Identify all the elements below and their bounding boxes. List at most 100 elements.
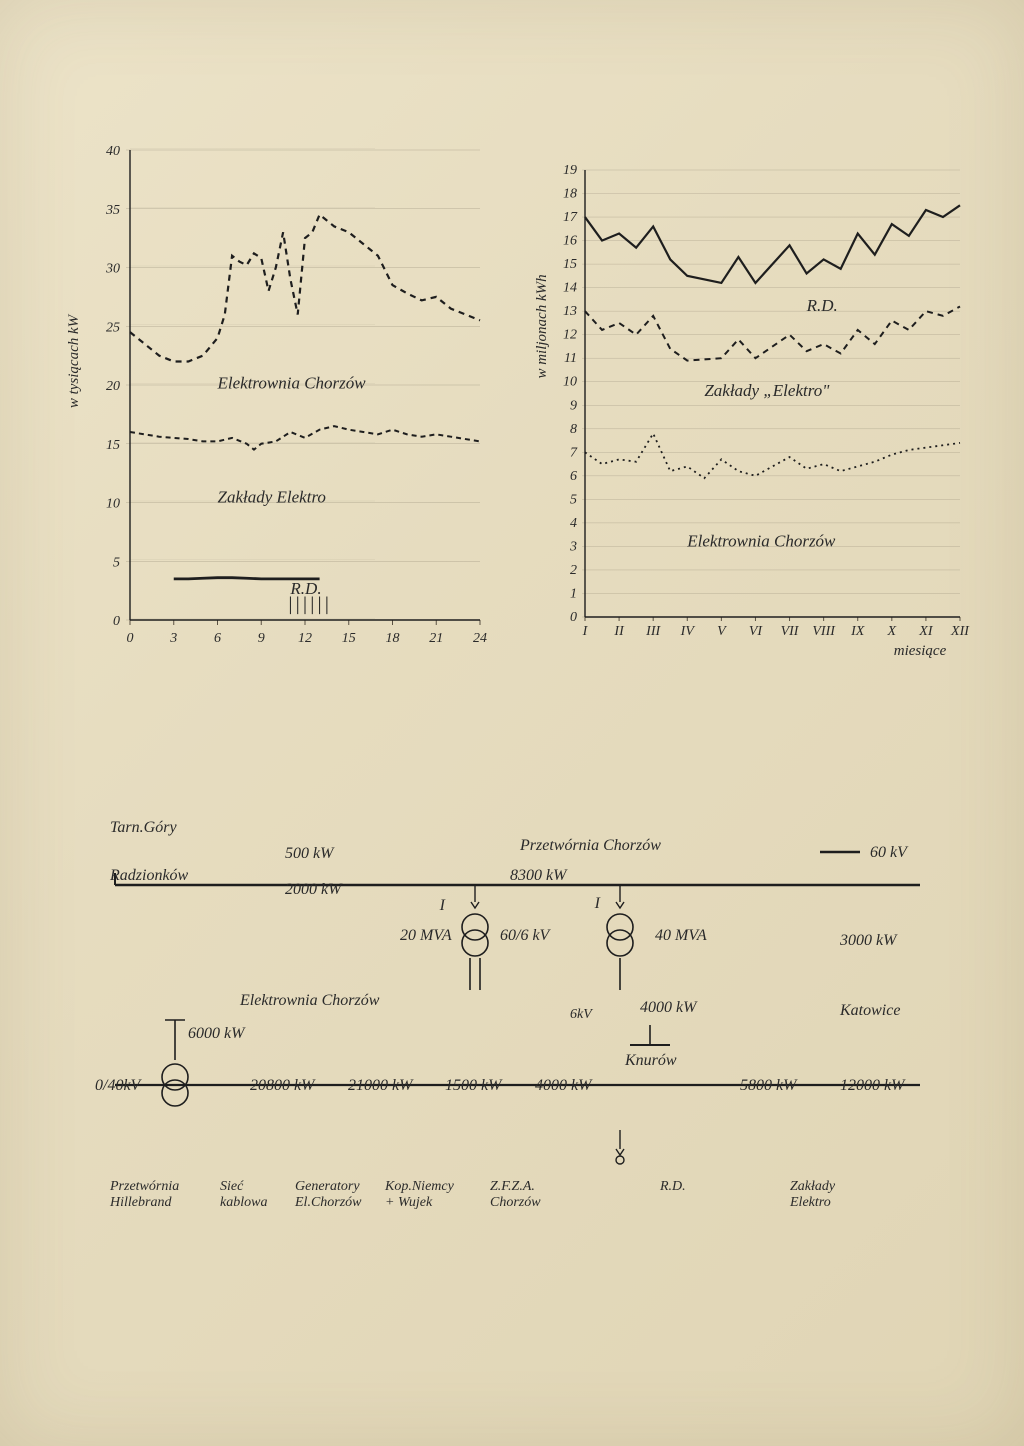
label-rd: R.D. bbox=[806, 296, 838, 315]
chart-left-svg: 0 5 10 15 20 25 30 35 40 0 3 6 9 12 15 18 21 24 w tysiącac… bbox=[60, 140, 490, 660]
label-2000kw: 2000 kW bbox=[285, 881, 343, 898]
chart-right-monthly: 012345678910111213141516171819IIIIIIIVVV… bbox=[530, 165, 970, 665]
label-elektrownia-chorzow: Elektrownia Chorzów bbox=[239, 992, 380, 1009]
ytick-7: 7 bbox=[570, 445, 578, 460]
series-zaklady bbox=[130, 426, 480, 450]
label-6kv: 6kV bbox=[570, 1007, 593, 1022]
label-60kv: 60 kV bbox=[870, 844, 909, 861]
xtick-24: 24 bbox=[473, 631, 487, 646]
xtick-12: 12 bbox=[298, 631, 312, 646]
xtick-18: 18 bbox=[386, 631, 400, 646]
label-przetwornia-chorzow: Przetwórnia Chorzów bbox=[519, 837, 661, 854]
ytick-30: 30 bbox=[105, 262, 120, 277]
ytick-20: 20 bbox=[106, 379, 120, 394]
xtick-15: 15 bbox=[342, 631, 356, 646]
label-20mva: 20 MVA bbox=[400, 927, 452, 944]
network-diagram-svg: Tarn.Góry Radzionków 500 kW 2000 kW Przetwór… bbox=[80, 790, 960, 1260]
ytick-11: 11 bbox=[564, 351, 577, 366]
footer-rd: R.D. bbox=[659, 1179, 686, 1194]
ylabel: w miljonach kWh bbox=[534, 274, 550, 378]
ytick-0: 0 bbox=[570, 610, 577, 625]
ytick-8: 8 bbox=[570, 422, 577, 437]
label-20800kw: 20800 kW bbox=[250, 1077, 316, 1094]
ytick-18: 18 bbox=[563, 187, 577, 202]
label-zaklady: Zakłady Elektro bbox=[218, 488, 326, 507]
ytick-9: 9 bbox=[570, 398, 577, 413]
ytick-15: 15 bbox=[106, 438, 120, 453]
ytick-6: 6 bbox=[570, 469, 577, 484]
label-1500kw: 1500 kW bbox=[445, 1077, 503, 1094]
xtick-VI: VI bbox=[749, 624, 764, 639]
xlabel: miesiące bbox=[894, 643, 947, 659]
label-0-40kv: 0/40kV bbox=[95, 1077, 143, 1094]
label-21000kw: 21000 kW bbox=[348, 1077, 414, 1094]
xtick-IV: IV bbox=[680, 624, 696, 639]
chart-left-daily-load: 0 5 10 15 20 25 30 35 40 0 3 6 9 12 15 18 21 24 w tysiącac… bbox=[60, 140, 490, 660]
ytick-40: 40 bbox=[106, 144, 120, 159]
ytick-17: 17 bbox=[563, 210, 578, 225]
footer-przetwornia: PrzetwórniaHillebrand bbox=[109, 1179, 179, 1210]
xtick-V: V bbox=[717, 624, 727, 639]
footer-zaklady: ZakładyElektro bbox=[789, 1179, 836, 1210]
label-radzionkow: Radzionków bbox=[109, 867, 189, 884]
xtick-I: I bbox=[582, 624, 589, 639]
ytick-2: 2 bbox=[570, 563, 577, 578]
ytick-5: 5 bbox=[570, 492, 577, 507]
ytick-13: 13 bbox=[563, 304, 577, 319]
footer-zfza: Z.F.Z.A.Chorzów bbox=[490, 1179, 541, 1210]
label-60-6kv: 60/6 kV bbox=[500, 927, 552, 944]
xtick-VII: VII bbox=[781, 624, 800, 639]
xtick-XI: XI bbox=[918, 624, 934, 639]
ylabel: w tysiącach kW bbox=[66, 313, 82, 408]
label-8300kw: 8300 kW bbox=[510, 867, 568, 884]
series-mid bbox=[585, 306, 960, 360]
ytick-10: 10 bbox=[563, 375, 577, 390]
label-500kw: 500 kW bbox=[285, 845, 335, 862]
xtick-21: 21 bbox=[429, 631, 443, 646]
label-katowice: Katowice bbox=[839, 1002, 900, 1019]
label-4000kw-a: 4000 kW bbox=[535, 1077, 593, 1094]
footer-kop: Kop.Niemcy+ Wujek bbox=[384, 1179, 455, 1210]
label-12000kw: 12000 kW bbox=[840, 1077, 906, 1094]
label-rd: R.D. bbox=[289, 579, 321, 598]
label-tarn-gory: Tarn.Góry bbox=[110, 819, 177, 836]
ytick-19: 19 bbox=[563, 165, 577, 178]
label-4000kw-b: 4000 kW bbox=[640, 999, 698, 1016]
ytick-16: 16 bbox=[563, 234, 577, 249]
xtick-0: 0 bbox=[127, 631, 134, 646]
ytick-10: 10 bbox=[106, 497, 120, 512]
series-elektrownia bbox=[130, 215, 480, 362]
footer-siec: Siećkablowa bbox=[220, 1179, 267, 1210]
ytick-35: 35 bbox=[105, 203, 120, 218]
ytick-4: 4 bbox=[570, 516, 577, 531]
ytick-15: 15 bbox=[563, 257, 577, 272]
xtick-X: X bbox=[887, 624, 897, 639]
label-knurow: Knurów bbox=[624, 1052, 677, 1069]
label-elektrownia: Elektrownia Chorzów bbox=[686, 531, 836, 550]
label-zaklady: Zakłady „Elektro" bbox=[704, 381, 830, 400]
xtick-6: 6 bbox=[214, 631, 221, 646]
ytick-3: 3 bbox=[569, 539, 577, 554]
ytick-5: 5 bbox=[113, 555, 120, 570]
transformer-40mva bbox=[607, 914, 633, 956]
ytick-25: 25 bbox=[106, 320, 120, 335]
label-3000kw: 3000 kW bbox=[839, 932, 898, 949]
label-elektrownia: Elektrownia Chorzów bbox=[217, 374, 367, 393]
ytick-1: 1 bbox=[570, 586, 577, 601]
xtick-II: II bbox=[613, 624, 625, 639]
chart-right-svg: 012345678910111213141516171819IIIIIIIVVV… bbox=[530, 165, 970, 665]
xtick-III: III bbox=[645, 624, 661, 639]
ytick-14: 14 bbox=[563, 281, 577, 296]
xtick-3: 3 bbox=[169, 631, 177, 646]
series-low bbox=[585, 433, 960, 478]
xtick-9: 9 bbox=[258, 631, 265, 646]
xtick-XII: XII bbox=[950, 624, 970, 639]
label-5800kw: 5800 kW bbox=[740, 1077, 798, 1094]
label-I1: I bbox=[439, 897, 446, 914]
label-I2: I bbox=[594, 895, 601, 912]
label-40mva: 40 MVA bbox=[655, 927, 707, 944]
ytick-12: 12 bbox=[563, 328, 577, 343]
ytick-0: 0 bbox=[113, 614, 120, 629]
xtick-IX: IX bbox=[850, 624, 865, 639]
transformer-20mva bbox=[462, 914, 488, 956]
